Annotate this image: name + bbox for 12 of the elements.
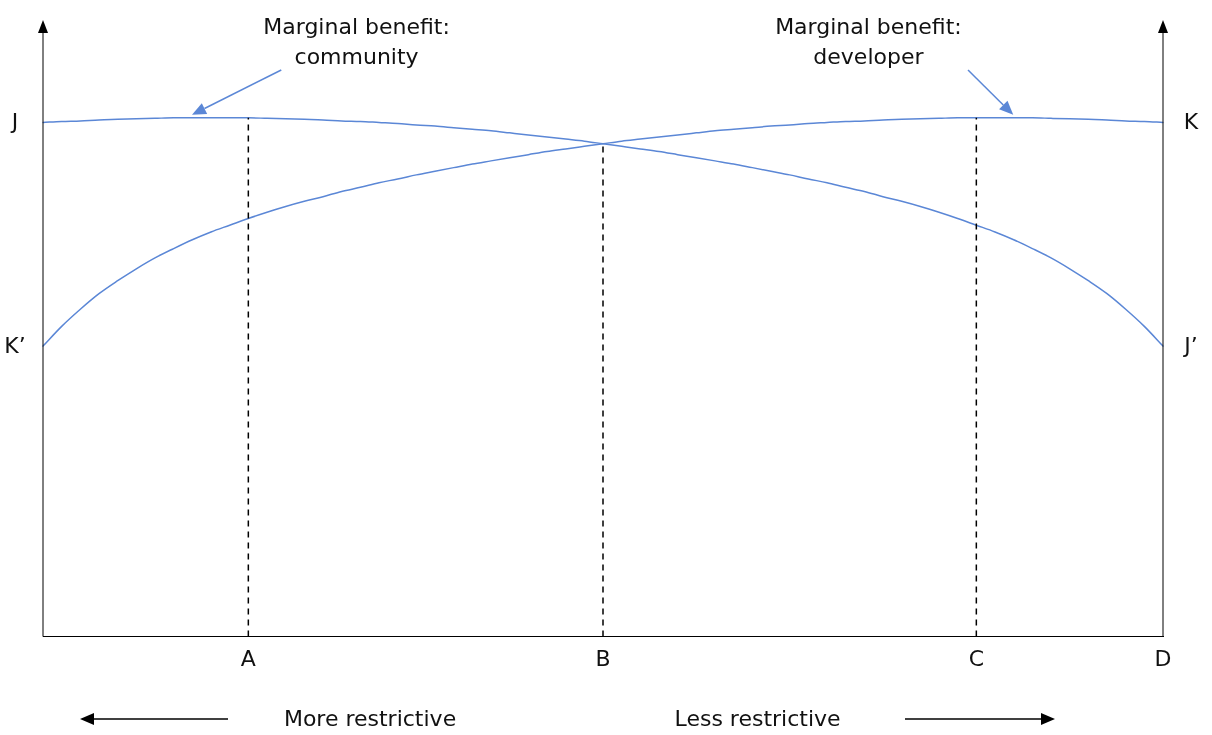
text: J — [11, 108, 19, 137]
text: Marginal benefit: community — [262, 13, 451, 71]
x-tick-label: A — [240, 645, 256, 671]
text: K’ — [4, 332, 26, 361]
text: Marginal benefit: developer — [774, 13, 963, 71]
x-tick-label: C — [968, 645, 985, 671]
x-tick-label: D — [1154, 645, 1172, 671]
text: K — [1183, 108, 1199, 137]
x-tick-label: B — [595, 645, 611, 671]
text: J’ — [1184, 332, 1198, 361]
text: Less restrictive — [674, 705, 841, 733]
text: More restrictive — [283, 705, 457, 733]
